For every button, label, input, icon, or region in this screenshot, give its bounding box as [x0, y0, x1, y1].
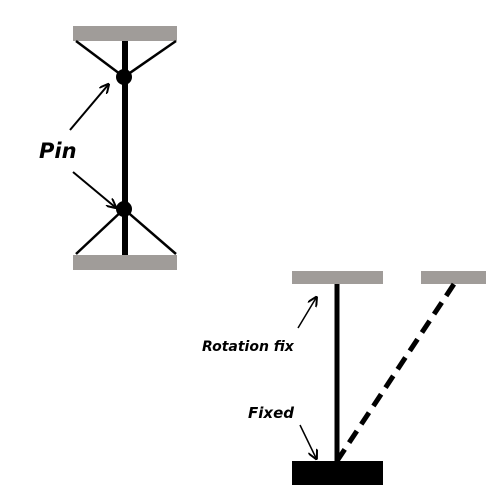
rotation-fix-arrow: [297, 298, 316, 329]
top-support-plate: [73, 26, 177, 41]
fixed-base: [292, 461, 383, 485]
pin-label: Pin: [39, 139, 77, 163]
bottom-brace-left: [75, 208, 125, 255]
fixed-column-figure: Rotation fix Fixed: [202, 271, 486, 485]
fixed-arrow: [299, 424, 316, 458]
displaced-support-plate: [421, 271, 486, 284]
rotation-fix-label: Rotation fix: [202, 339, 295, 355]
top-brace-left: [75, 40, 125, 78]
pin-arrow-top: [69, 85, 108, 131]
top-brace-right: [123, 39, 177, 79]
bottom-pin-joint: [116, 201, 132, 217]
deflected-column-dashed: [334, 282, 457, 463]
fixed-label: Fixed: [248, 404, 294, 422]
pin-arrow-bottom: [72, 171, 115, 207]
rotation-fix-support-plate: [292, 271, 383, 284]
bottom-brace-right: [123, 208, 177, 255]
bottom-support-plate: [73, 255, 177, 270]
pinned-column-figure: Pin: [39, 26, 177, 270]
top-pin-joint: [116, 69, 132, 85]
